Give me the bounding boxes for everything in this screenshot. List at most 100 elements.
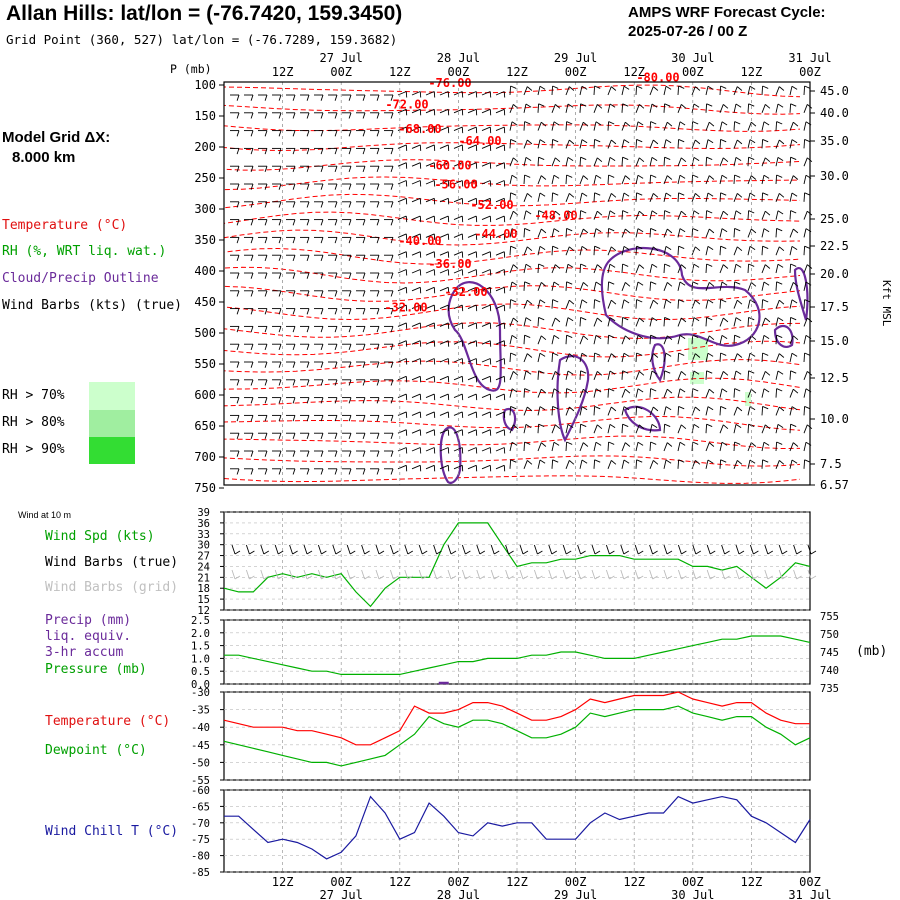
wind-barb (691, 281, 694, 291)
wind-barb-flag (250, 415, 254, 422)
wind-barb-flag (611, 406, 617, 412)
wind-barb (425, 358, 435, 363)
wind-barb-flag (793, 228, 799, 234)
wind-barb-flag (735, 210, 742, 215)
temperature-contour (223, 193, 801, 209)
cloud-outline (623, 405, 662, 432)
wind-barb (607, 460, 612, 469)
wind-barb (663, 246, 667, 256)
wind-barb (635, 442, 639, 452)
surface-wind-barb-grid-flag (753, 575, 759, 580)
wind-barb-flag (762, 85, 769, 89)
height-tick-label: 40.0 (820, 106, 849, 120)
wind-barb-flag (777, 210, 784, 215)
wind-barb (635, 388, 639, 398)
surface-wind-barb-grid-flag (465, 575, 471, 580)
wind-barb (719, 388, 723, 398)
wind-barb (565, 157, 569, 167)
wind-barb (789, 210, 792, 220)
surface-wind-barb-grid-flag (652, 575, 658, 580)
wind-barb (481, 269, 491, 274)
wind-barb-flag (566, 281, 573, 285)
y-tick-label: -45 (191, 740, 210, 752)
wind-barb-flag (706, 423, 713, 428)
wind-barb (481, 233, 491, 238)
wind-barb (649, 388, 652, 398)
wind-barb (789, 263, 792, 274)
wind-barb-flag (723, 371, 729, 376)
wind-barb (579, 210, 582, 220)
height-tick-label: 25.0 (820, 212, 849, 226)
surface-wind-barb-grid-flag (349, 575, 356, 580)
wind-barb-flag (250, 148, 254, 155)
wind-barb-flag (292, 219, 296, 226)
wind-barb-flag (639, 104, 645, 109)
wind-barb (649, 460, 654, 469)
surface-wind-barb-grid (433, 569, 438, 580)
wind-barb-flag (320, 397, 324, 404)
wind-barb-flag (320, 326, 324, 333)
wind-barb-flag (334, 415, 338, 422)
wind-barb-flag (623, 299, 630, 304)
wind-barb-flag (376, 361, 380, 368)
wind-barb (705, 86, 709, 96)
pressure-tick-label: 350 (194, 233, 216, 247)
wind-barb (621, 424, 624, 434)
wind-barb-flag (608, 121, 615, 125)
wind-barb (509, 104, 514, 113)
surface-wind-barb-flag (277, 550, 284, 555)
wind-barb (705, 122, 710, 131)
wind-barb-flag (264, 255, 268, 262)
wind-barb (607, 317, 611, 327)
wind-barb (467, 215, 477, 221)
wind-barb (719, 424, 724, 434)
wind-barb (635, 299, 638, 309)
wind-barb (761, 424, 766, 434)
wind-barb (551, 442, 555, 452)
wind-barb (747, 459, 751, 469)
wind-barb (397, 322, 407, 327)
wind-barb (733, 264, 737, 274)
wind-barb-flag (362, 379, 366, 386)
wind-barb (789, 353, 793, 363)
wind-barb-flag (765, 210, 771, 216)
wind-barb-flag (763, 281, 770, 286)
wind-barb (775, 317, 779, 327)
wind-barb (593, 335, 597, 345)
wind-barb-flag (695, 353, 701, 358)
height-tick-label: 30.0 (820, 169, 849, 183)
surface-wind-barb-grid (332, 569, 337, 580)
wind-barb-flag (334, 468, 338, 475)
wind-barb-flag (623, 192, 630, 197)
wind-barb-flag (720, 459, 727, 463)
wind-barb (467, 393, 477, 399)
wind-barb (495, 447, 505, 452)
wind-barb-flag (527, 299, 533, 305)
wind-barb (663, 424, 666, 434)
wind-barb (663, 317, 666, 327)
wind-barb-flag (539, 406, 546, 411)
wind-barb (803, 157, 808, 167)
wind-barb-flag (390, 148, 394, 155)
wind-barb-flag (524, 227, 531, 232)
wind-barb-flag (250, 237, 254, 244)
wind-barb-flag (306, 415, 310, 422)
wind-barb (537, 424, 540, 434)
wind-barb-flag (695, 86, 701, 91)
wind-barb (733, 228, 736, 238)
wind-barb (397, 126, 407, 132)
y-tick-label: 27 (197, 551, 210, 563)
bottom-date-label: 28 Jul (437, 888, 480, 900)
surface-wind-barb (418, 544, 423, 555)
wind-barb-flag (709, 228, 715, 234)
wind-barb (565, 370, 569, 380)
wind-barb-flag (292, 94, 296, 101)
wind-barb-flag (681, 264, 687, 269)
wind-barb-flag (665, 299, 672, 304)
wind-barb (789, 389, 794, 398)
wind-barb-flag (791, 139, 798, 144)
wind-barb (439, 126, 449, 132)
wind-barb (593, 85, 596, 96)
wind-barb-flag (527, 246, 533, 252)
wind-barb (803, 371, 808, 380)
